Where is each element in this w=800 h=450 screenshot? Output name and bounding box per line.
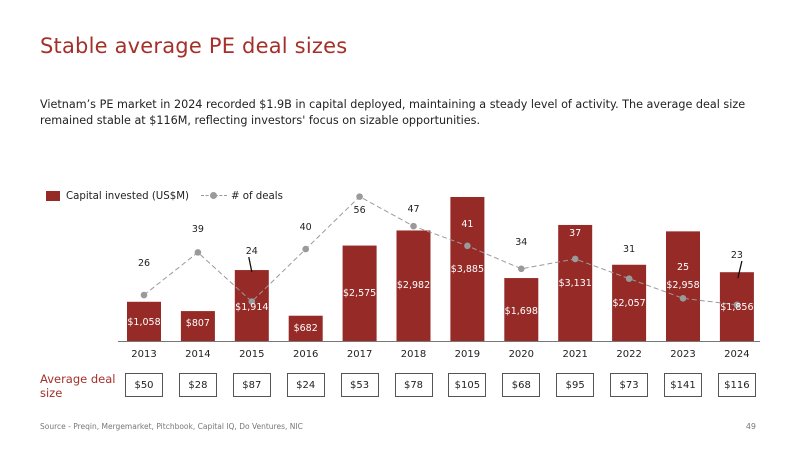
deal-count-label: 25 xyxy=(677,262,689,273)
x-tick-label: 2013 xyxy=(131,349,156,360)
deal-count-label: 34 xyxy=(515,237,527,248)
deal-count-label: 31 xyxy=(623,244,635,255)
average-deal-size-box: $95 xyxy=(556,373,595,397)
legend-bar-swatch xyxy=(46,191,60,201)
deals-point-2022 xyxy=(625,275,633,282)
average-deal-size-box: $53 xyxy=(340,373,379,397)
bar-2014 xyxy=(180,311,215,341)
deal-count-label: 41 xyxy=(461,219,473,230)
deals-point-2014 xyxy=(194,249,202,256)
deal-count-label: 56 xyxy=(354,205,366,216)
deals-point-2017 xyxy=(356,193,363,200)
deals-point-2015 xyxy=(248,298,256,305)
bar-2017 xyxy=(342,245,377,341)
deal-count-label: 40 xyxy=(300,222,312,233)
bar-value-label: $1,058 xyxy=(127,317,160,328)
page-subtitle: Vietnam’s PE market in 2024 recorded $1.… xyxy=(40,98,746,127)
average-deal-size-box: $116 xyxy=(717,373,756,397)
x-tick-label: 2014 xyxy=(185,349,210,360)
bar-value-label: $807 xyxy=(186,318,210,329)
bar-value-label: $1,856 xyxy=(720,302,753,313)
average-deal-size-box: $105 xyxy=(448,373,487,397)
bar-2016 xyxy=(288,315,323,341)
bar-2020 xyxy=(504,278,539,341)
deals-point-2013 xyxy=(140,291,148,299)
average-deal-size-box: $78 xyxy=(394,373,433,397)
average-deal-size-box: $24 xyxy=(286,373,325,397)
bar-value-label: $682 xyxy=(294,323,318,334)
legend-line-swatch xyxy=(200,191,227,201)
deal-count-label: 23 xyxy=(731,250,743,261)
legend-bar-label: Capital invested (US$M) xyxy=(66,190,189,202)
average-deal-size-box: $87 xyxy=(232,373,271,397)
x-tick-label: 2015 xyxy=(239,349,264,360)
legend-line-label: # of deals xyxy=(230,190,283,202)
deals-point-2018 xyxy=(410,222,417,230)
bar-value-label: $2,057 xyxy=(612,298,645,309)
leader-line-2015 xyxy=(248,256,253,273)
average-deal-size-box: $73 xyxy=(610,373,649,397)
deals-point-2019 xyxy=(464,242,471,250)
bar-value-label: $3,131 xyxy=(559,278,592,289)
x-tick-label: 2022 xyxy=(616,349,641,360)
bar-value-label: $1,698 xyxy=(505,306,538,317)
average-deal-size-box: $50 xyxy=(125,373,163,397)
bar-value-label: $3,885 xyxy=(451,264,484,275)
x-tick-label: 2024 xyxy=(724,349,749,360)
deal-count-label: 24 xyxy=(246,246,258,257)
page-number: 49 xyxy=(745,422,756,431)
x-tick-label: 2019 xyxy=(455,349,480,360)
deal-count-label: 26 xyxy=(138,258,150,269)
x-tick-label: 2018 xyxy=(401,349,426,360)
x-tick-label: 2016 xyxy=(293,349,318,360)
bar-2019 xyxy=(450,197,485,341)
bar-2018 xyxy=(396,230,431,341)
bar-2021 xyxy=(558,224,593,341)
leader-line-2024 xyxy=(737,260,743,279)
page-title: Stable average PE deal sizes xyxy=(40,34,348,58)
source-note: Source - Preqin, Mergemarket, Pitchbook,… xyxy=(40,422,303,431)
deals-point-2020 xyxy=(518,265,525,273)
bar-2015 xyxy=(234,270,269,341)
deals-point-2021 xyxy=(571,255,579,263)
bar-value-label: $2,982 xyxy=(397,280,430,291)
bar-value-label: $2,958 xyxy=(666,280,699,291)
deals-point-2024 xyxy=(733,301,741,309)
bar-2023 xyxy=(666,231,700,341)
x-tick-label: 2017 xyxy=(347,349,372,360)
x-tick-label: 2020 xyxy=(509,349,534,360)
deal-count-label: 47 xyxy=(407,204,419,215)
average-deal-size-box: $141 xyxy=(664,373,702,397)
deals-point-2016 xyxy=(302,245,310,253)
deal-count-label: 39 xyxy=(192,224,204,235)
deals-line xyxy=(143,196,737,306)
average-deal-size-label: Average deal size xyxy=(40,372,116,400)
average-deal-size-box: $68 xyxy=(502,373,541,397)
deal-count-label: 37 xyxy=(569,228,581,239)
bar-value-label: $1,914 xyxy=(235,302,268,313)
x-tick-label: 2023 xyxy=(670,349,695,360)
deals-point-2023 xyxy=(679,295,687,302)
chart-legend: Capital invested (US$M) # of deals xyxy=(46,188,283,204)
average-deal-size-box: $28 xyxy=(178,373,217,397)
bar-value-label: $2,575 xyxy=(343,288,376,299)
bar-2013 xyxy=(127,301,161,341)
x-tick-label: 2021 xyxy=(562,349,587,360)
